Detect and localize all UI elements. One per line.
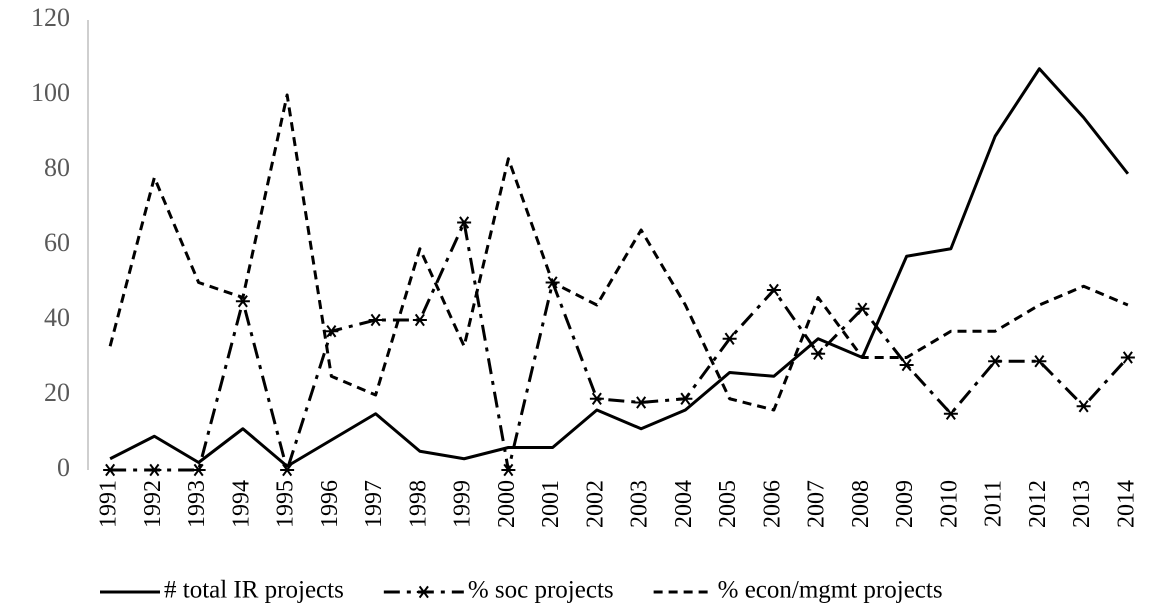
x-tick-label: 1997 (361, 480, 387, 528)
legend-label: % soc projects (468, 577, 614, 604)
series-line (108, 93, 1129, 412)
marker (1032, 355, 1047, 368)
marker (943, 407, 958, 420)
marker (147, 463, 162, 477)
marker (457, 216, 472, 229)
x-tick-label: 2002 (582, 480, 608, 528)
y-tick-label: 60 (44, 228, 70, 257)
x-tick-label: 2009 (892, 480, 918, 528)
x-tick-label: 1994 (228, 480, 254, 528)
x-tick-label: 1999 (450, 480, 476, 528)
y-tick-label: 120 (31, 3, 70, 32)
marker (1120, 351, 1135, 364)
y-tick-label: 80 (44, 153, 70, 182)
x-tick-label: 2004 (671, 480, 697, 528)
x-tick-label: 1996 (317, 480, 343, 528)
x-tick-label: 2006 (759, 480, 785, 528)
marker (368, 313, 383, 327)
x-tick-label: 1993 (184, 480, 210, 528)
marker (766, 283, 781, 297)
marker (855, 302, 870, 315)
y-tick-label: 20 (44, 378, 70, 407)
x-tick-label: 1998 (405, 480, 431, 528)
x-tick-label: 2008 (848, 480, 874, 528)
x-tick-label: 2013 (1069, 480, 1095, 528)
marker (280, 463, 295, 477)
marker (103, 463, 118, 477)
x-tick-label: 1991 (96, 480, 122, 528)
marker (1076, 400, 1091, 413)
x-tick-label: 2011 (981, 480, 1007, 527)
x-tick-label: 1995 (273, 480, 299, 528)
marker (191, 463, 206, 477)
marker (416, 585, 431, 599)
x-tick-label: 2007 (804, 480, 830, 528)
y-tick-label: 0 (57, 453, 70, 482)
marker (589, 392, 604, 405)
marker (412, 313, 427, 327)
marker (678, 392, 693, 405)
marker (811, 347, 826, 360)
y-tick-label: 100 (31, 78, 70, 107)
x-tick-label: 2010 (936, 480, 962, 528)
marker (899, 358, 914, 372)
y-tick-label: 40 (44, 303, 70, 332)
marker (722, 332, 737, 345)
x-tick-label: 2005 (715, 480, 741, 528)
marker (634, 396, 649, 409)
marker (988, 355, 1003, 368)
x-tick-label: 2001 (538, 480, 564, 528)
legend-label: % econ/mgmt projects (718, 577, 943, 604)
legend-label: # total IR projects (164, 577, 344, 604)
x-tick-label: 2014 (1113, 480, 1139, 528)
x-tick-label: 2012 (1025, 480, 1051, 528)
x-tick-label: 1992 (140, 480, 166, 528)
marker (324, 325, 339, 338)
x-tick-label: 2000 (494, 480, 520, 528)
marker (501, 463, 516, 477)
series-line (110, 221, 1129, 472)
series-line (109, 67, 1130, 468)
x-tick-label: 2003 (627, 480, 653, 528)
